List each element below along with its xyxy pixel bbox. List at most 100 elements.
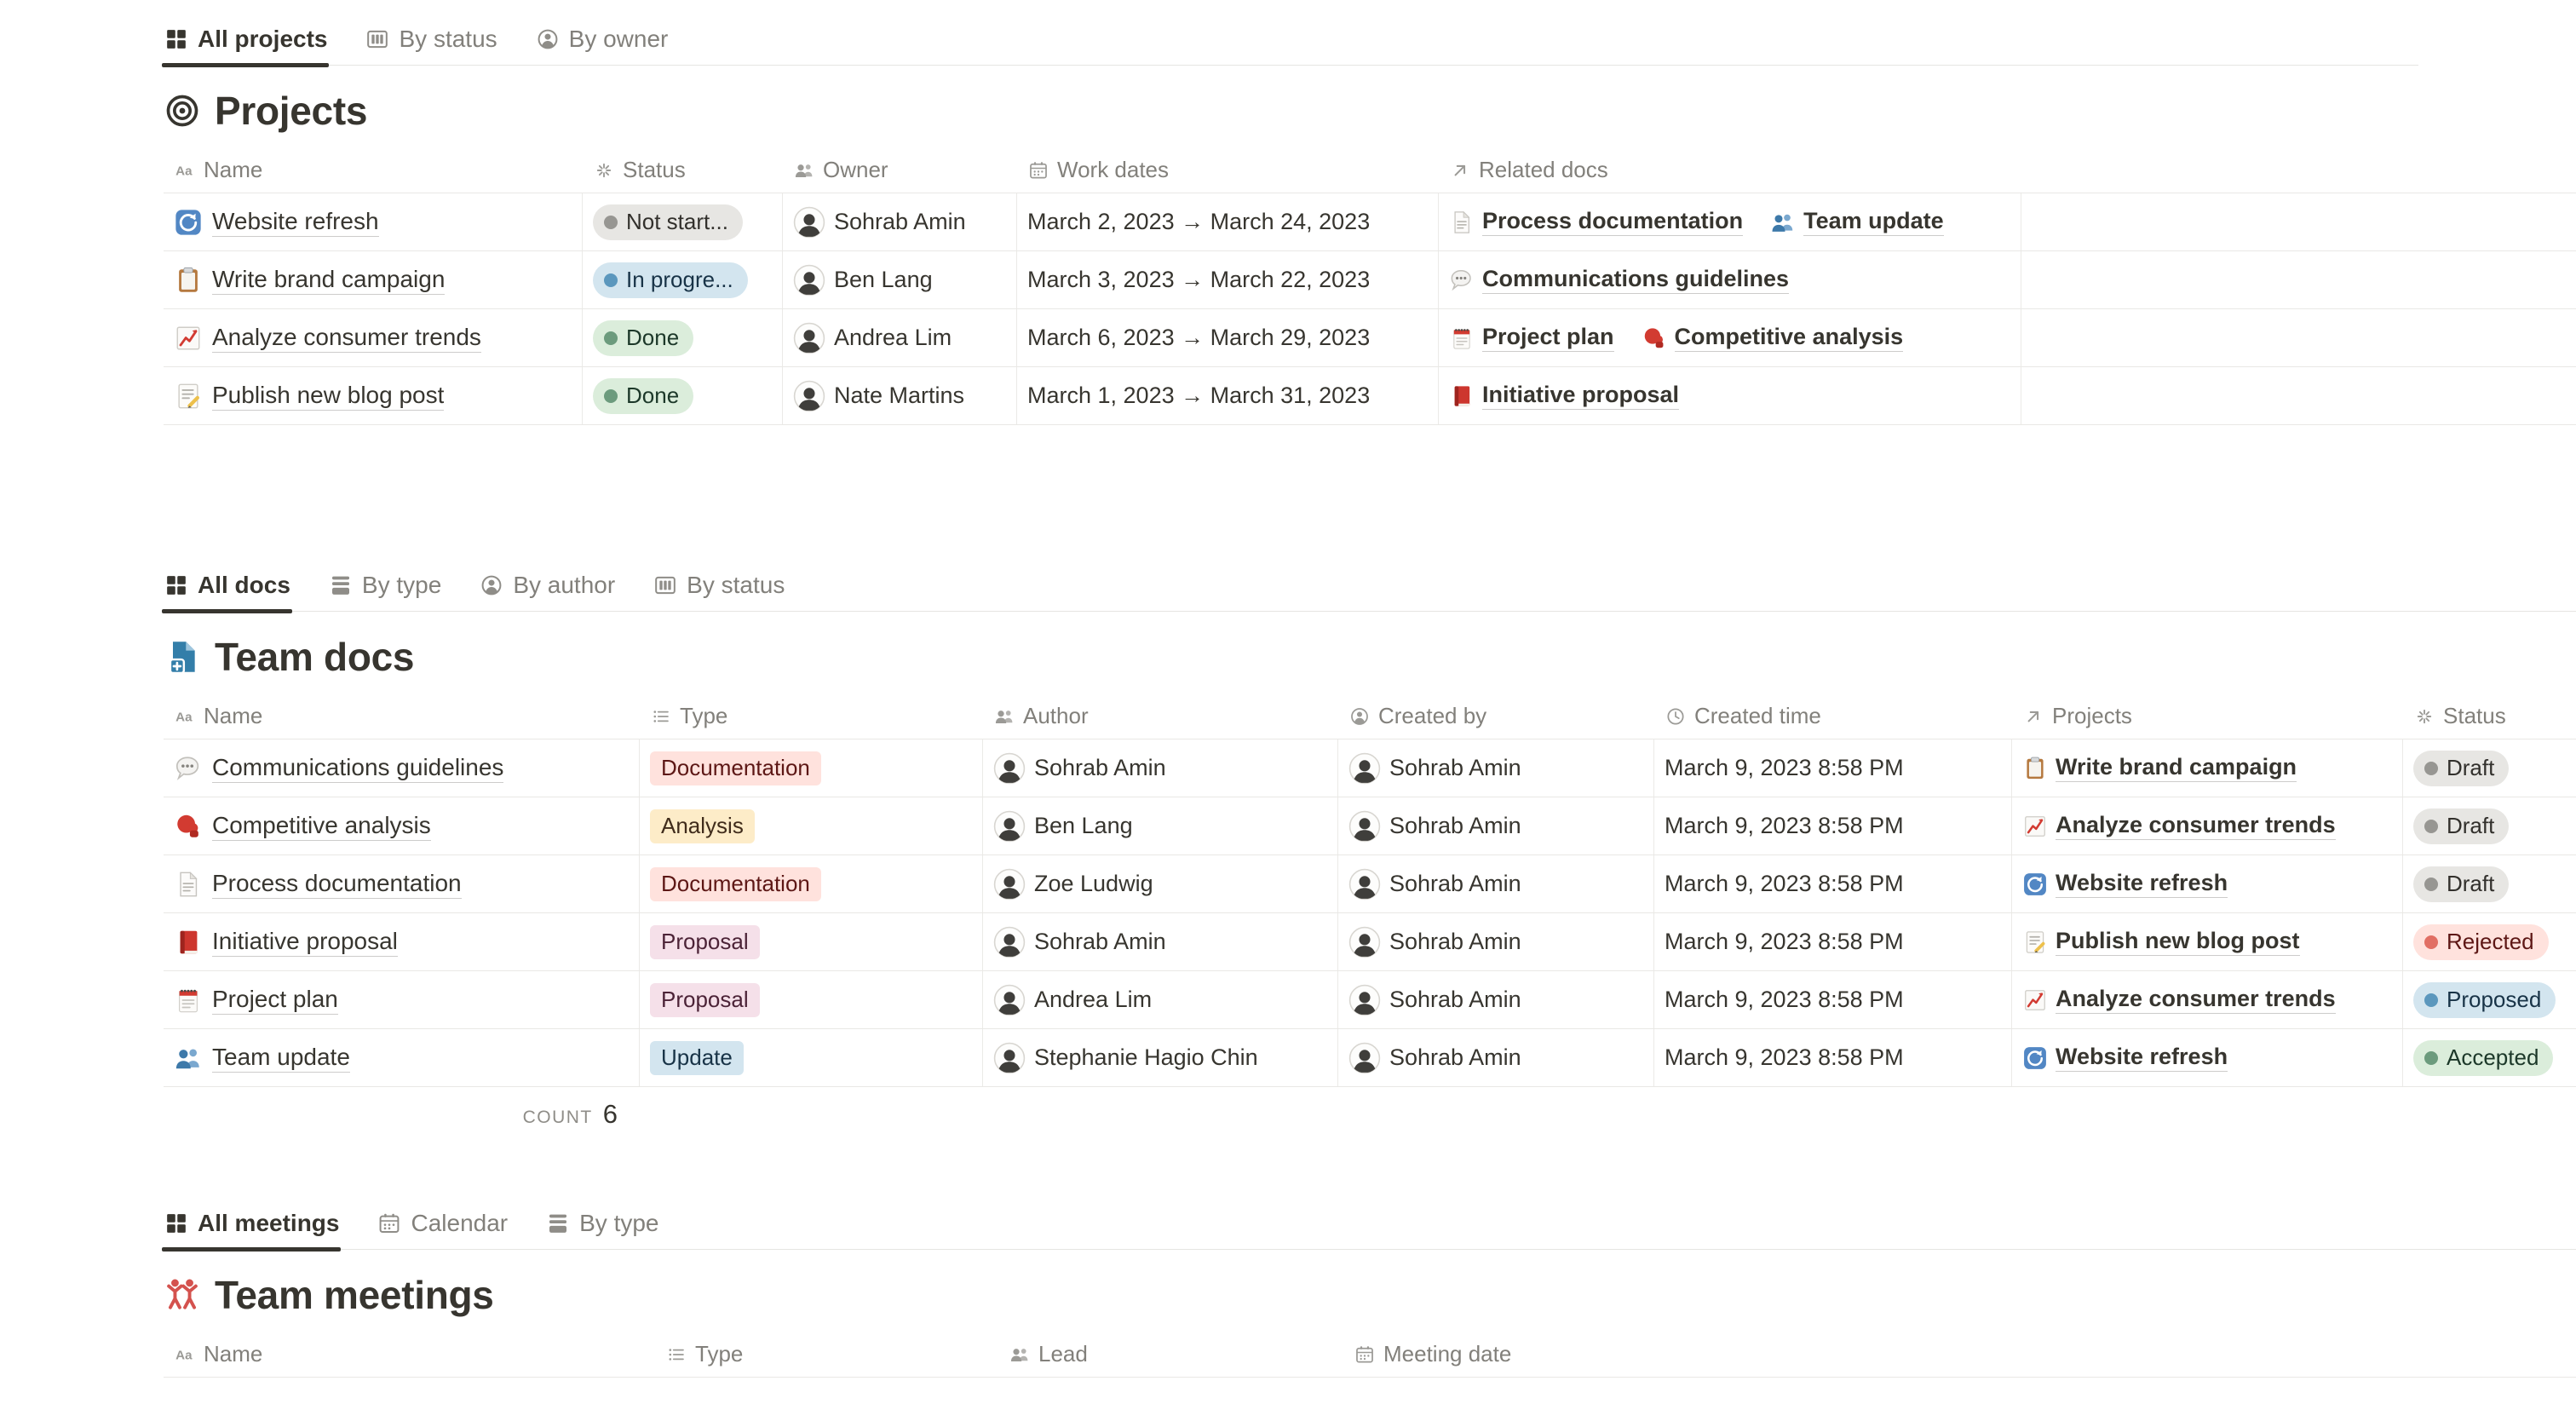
projects-title[interactable]: Projects <box>215 89 368 133</box>
cell-created-time[interactable]: March 9, 2023 8:58 PM <box>1654 797 2012 854</box>
cell-name[interactable]: Communications guidelines <box>164 739 640 797</box>
column-header-author[interactable]: Author <box>983 693 1338 739</box>
cell-author[interactable]: Stephanie Hagio Chin <box>983 1029 1338 1086</box>
page-link[interactable]: Project plan <box>1449 324 1614 352</box>
tab-by-type[interactable]: By type <box>328 572 441 599</box>
cell-empty[interactable] <box>2021 193 2418 250</box>
cell-created-time[interactable]: March 9, 2023 8:58 PM <box>1654 855 2012 912</box>
column-header-created-by[interactable]: Created by <box>1338 693 1654 739</box>
cell-status[interactable]: Not start... <box>583 193 783 250</box>
column-header-status[interactable]: Status <box>583 147 783 193</box>
type-badge[interactable]: Proposal <box>650 924 760 959</box>
page-link[interactable]: Write brand campaign <box>174 266 446 295</box>
cell-work-dates[interactable]: March 6, 2023 → March 29, 2023 <box>1017 309 1439 366</box>
column-header-meeting-date[interactable]: Meeting date <box>1343 1332 1769 1377</box>
cell-type[interactable]: Documentation <box>640 855 983 912</box>
cell-status[interactable]: Rejected <box>2403 913 2575 970</box>
cell-created-by[interactable]: Sohrab Amin <box>1338 739 1654 797</box>
page-link[interactable]: Website refresh <box>2022 870 2228 898</box>
cell-empty[interactable] <box>2021 251 2418 308</box>
cell-status[interactable]: Proposed <box>2403 971 2575 1028</box>
cell-empty[interactable] <box>2021 309 2418 366</box>
column-header-work-dates[interactable]: Work dates <box>1017 147 1439 193</box>
page-link[interactable]: Publish new blog post <box>174 382 445 411</box>
cell-type[interactable]: Proposal <box>640 971 983 1028</box>
cell-type[interactable]: Analysis <box>640 797 983 854</box>
column-header-owner[interactable]: Owner <box>783 147 1017 193</box>
tab-by-type[interactable]: By type <box>545 1210 659 1237</box>
type-badge[interactable]: Proposal <box>650 982 760 1017</box>
cell-name[interactable]: Team update <box>164 1029 640 1086</box>
page-link[interactable]: Project plan <box>174 986 338 1015</box>
page-link[interactable]: Process documentation <box>1449 208 1744 236</box>
cell-projects[interactable]: Analyze consumer trends <box>2012 797 2403 854</box>
cell-name[interactable]: Website refresh <box>164 193 583 250</box>
cell-related-docs[interactable]: Project plan Competitive analysis <box>1439 309 2021 366</box>
cell-work-dates[interactable]: March 2, 2023 → March 24, 2023 <box>1017 193 1439 250</box>
cell-created-by[interactable]: Sohrab Amin <box>1338 797 1654 854</box>
cell-author[interactable]: Zoe Ludwig <box>983 855 1338 912</box>
status-pill[interactable]: Proposed <box>2413 981 2556 1018</box>
status-pill[interactable]: Not start... <box>593 204 743 240</box>
cell-name[interactable]: Process documentation <box>164 855 640 912</box>
tab-by-status[interactable]: By status <box>653 572 785 599</box>
tab-by-status[interactable]: By status <box>365 26 497 53</box>
type-badge[interactable]: Analysis <box>650 808 755 843</box>
status-pill[interactable]: Done <box>593 377 694 414</box>
page-link[interactable]: Communications guidelines <box>174 754 504 783</box>
type-badge[interactable]: Documentation <box>650 866 821 901</box>
cell-status[interactable]: Done <box>583 309 783 366</box>
cell-owner[interactable]: Ben Lang <box>783 251 1017 308</box>
cell-related-docs[interactable]: Process documentation Team update <box>1439 193 2021 250</box>
column-header-status[interactable]: Status <box>2403 693 2575 739</box>
status-pill[interactable]: Done <box>593 319 694 356</box>
page-link[interactable]: Process documentation <box>174 870 462 899</box>
cell-name[interactable]: Project plan <box>164 971 640 1028</box>
cell-owner[interactable]: Andrea Lim <box>783 309 1017 366</box>
tab-calendar[interactable]: Calendar <box>377 1210 508 1237</box>
page-link[interactable]: Write brand campaign <box>2022 754 2297 782</box>
cell-created-by[interactable]: Sohrab Amin <box>1338 913 1654 970</box>
column-header-projects[interactable]: Projects <box>2012 693 2403 739</box>
page-link[interactable]: Team update <box>1770 208 1944 236</box>
tab-by-author[interactable]: By author <box>479 572 615 599</box>
page-link[interactable]: Publish new blog post <box>2022 928 2300 956</box>
cell-type[interactable]: Proposal <box>640 913 983 970</box>
cell-status[interactable]: Draft <box>2403 797 2575 854</box>
cell-name[interactable]: Publish new blog post <box>164 367 583 424</box>
cell-work-dates[interactable]: March 3, 2023 → March 22, 2023 <box>1017 251 1439 308</box>
cell-owner[interactable]: Sohrab Amin <box>783 193 1017 250</box>
cell-name[interactable]: Write brand campaign <box>164 251 583 308</box>
column-header-name[interactable]: Aa Name <box>164 1332 655 1377</box>
cell-author[interactable]: Ben Lang <box>983 797 1338 854</box>
cell-projects[interactable]: Website refresh <box>2012 855 2403 912</box>
page-link[interactable]: Team update <box>174 1044 350 1073</box>
page-link[interactable]: Website refresh <box>174 208 379 237</box>
cell-related-docs[interactable]: Initiative proposal <box>1439 367 2021 424</box>
cell-projects[interactable]: Write brand campaign <box>2012 739 2403 797</box>
status-pill[interactable]: Draft <box>2413 866 2510 902</box>
tab-all-meetings[interactable]: All meetings <box>161 1210 342 1252</box>
page-link[interactable]: Analyze consumer trends <box>174 324 481 353</box>
page-link[interactable]: Analyze consumer trends <box>2022 812 2336 840</box>
column-header-lead[interactable]: Lead <box>998 1332 1343 1377</box>
cell-created-time[interactable]: March 9, 2023 8:58 PM <box>1654 971 2012 1028</box>
cell-projects[interactable]: Website refresh <box>2012 1029 2403 1086</box>
cell-type[interactable]: Documentation <box>640 739 983 797</box>
tab-by-owner[interactable]: By owner <box>535 26 668 53</box>
cell-status[interactable]: In progre... <box>583 251 783 308</box>
cell-projects[interactable]: Publish new blog post <box>2012 913 2403 970</box>
status-pill[interactable]: In progre... <box>593 262 748 298</box>
cell-author[interactable]: Sohrab Amin <box>983 913 1338 970</box>
cell-created-time[interactable]: March 9, 2023 8:58 PM <box>1654 1029 2012 1086</box>
column-header-name[interactable]: Aa Name <box>164 147 583 193</box>
status-pill[interactable]: Draft <box>2413 808 2510 844</box>
cell-author[interactable]: Andrea Lim <box>983 971 1338 1028</box>
type-badge[interactable]: Documentation <box>650 751 821 785</box>
cell-status[interactable]: Done <box>583 367 783 424</box>
status-pill[interactable]: Accepted <box>2413 1039 2554 1076</box>
cell-work-dates[interactable]: March 1, 2023 → March 31, 2023 <box>1017 367 1439 424</box>
page-link[interactable]: Initiative proposal <box>1449 382 1680 410</box>
cell-created-by[interactable]: Sohrab Amin <box>1338 971 1654 1028</box>
status-pill[interactable]: Draft <box>2413 750 2510 786</box>
